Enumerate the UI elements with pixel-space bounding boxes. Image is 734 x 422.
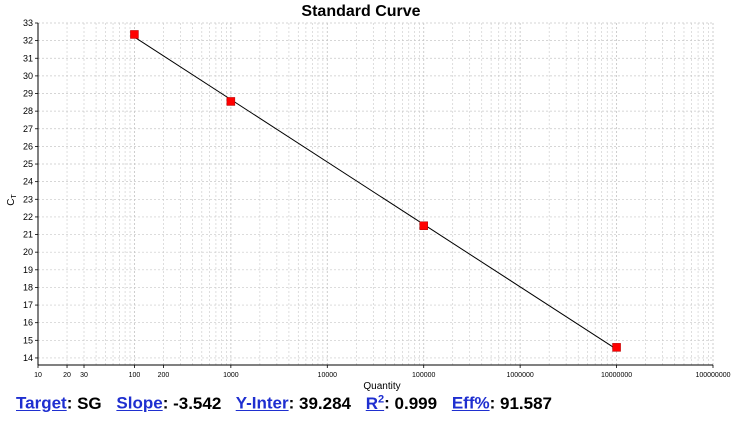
y-tick-labels: 14 15 16 17 18 19 20 21 22 23 24 25 26 27 28 29 30 31 32 33 <box>23 18 33 363</box>
y-tick-label: 16 <box>23 318 33 328</box>
x-tick-labels: 10 20 30 100 200 1000 10000 100000 1000000 100000… <box>34 372 731 379</box>
y-tick-label: 22 <box>23 212 33 222</box>
r-squared-label[interactable]: R <box>365 393 379 413</box>
y-inter-link[interactable]: Y-Inter <box>235 393 289 413</box>
r-squared-link[interactable]: R2 <box>365 393 385 413</box>
x-tick-label: 1000000 <box>507 372 534 379</box>
x-tick-label: 100000 <box>412 372 435 379</box>
data-point <box>226 97 236 106</box>
y-tick-label: 20 <box>23 247 33 257</box>
chart-title: Standard Curve <box>301 3 420 20</box>
slope-value: -3.542 <box>173 393 222 413</box>
stats-bar: Target: SG Slope: -3.542 Y-Inter: 39.284… <box>16 393 552 413</box>
x-tick-label: 10000 <box>318 372 338 379</box>
y-tick-label: 19 <box>23 265 33 275</box>
r-squared-value: 0.999 <box>394 393 438 413</box>
x-tick-label: 200 <box>158 372 170 379</box>
y-tick-label: 14 <box>23 353 33 363</box>
x-tick-label: 1000 <box>223 372 239 379</box>
y-axis-label-sub: T <box>11 194 18 199</box>
r-squared-sup[interactable]: 2 <box>378 393 385 405</box>
x-tick-label: 100 <box>129 372 141 379</box>
y-tick-label: 17 <box>23 300 33 310</box>
y-tick-label: 33 <box>23 18 33 28</box>
x-tick-label: 20 <box>63 372 71 379</box>
y-inter-value: 39.284 <box>299 393 351 413</box>
grid <box>37 22 714 365</box>
data-points <box>130 30 621 352</box>
data-point <box>612 343 621 352</box>
x-tick-label: 30 <box>80 372 88 379</box>
data-point <box>130 30 139 39</box>
y-tick-label: 21 <box>23 230 33 240</box>
target-link[interactable]: Target <box>16 393 67 413</box>
y-axis-label-main: C <box>6 199 17 206</box>
y-tick-label: 31 <box>23 53 33 63</box>
data-point <box>419 221 428 230</box>
y-tick-label: 24 <box>23 177 33 187</box>
y-tick-label: 26 <box>23 141 33 151</box>
slope-link[interactable]: Slope <box>116 393 163 413</box>
svg-text:CT: CT <box>6 194 18 206</box>
y-tick-label: 18 <box>23 282 33 292</box>
y-tick-label: 29 <box>23 89 33 99</box>
fit-line-group <box>134 36 617 350</box>
efficiency-link[interactable]: Eff% <box>451 393 490 413</box>
y-tick-label: 15 <box>23 335 33 345</box>
x-axis-label: Quantity <box>363 381 400 392</box>
y-tick-label: 28 <box>23 106 33 116</box>
y-tick-label: 27 <box>23 124 33 134</box>
standard-curve-chart: Standard Curve 14 15 16 17 18 19 20 21 22 23 24 25 2… <box>6 3 731 392</box>
y-tick-label: 30 <box>23 71 33 81</box>
y-tick-label: 32 <box>23 36 33 46</box>
target-value: SG <box>77 393 102 413</box>
fit-line <box>134 36 617 350</box>
y-tick-label: 25 <box>23 159 33 169</box>
x-tick-label: 10000000 <box>601 372 632 379</box>
efficiency-value: 91.587 <box>499 393 552 413</box>
y-axis-label: CT <box>6 194 18 206</box>
x-tick-label: 100000000 <box>695 372 730 379</box>
axes <box>35 22 714 368</box>
y-tick-label: 23 <box>23 194 33 204</box>
x-tick-label: 10 <box>34 372 42 379</box>
